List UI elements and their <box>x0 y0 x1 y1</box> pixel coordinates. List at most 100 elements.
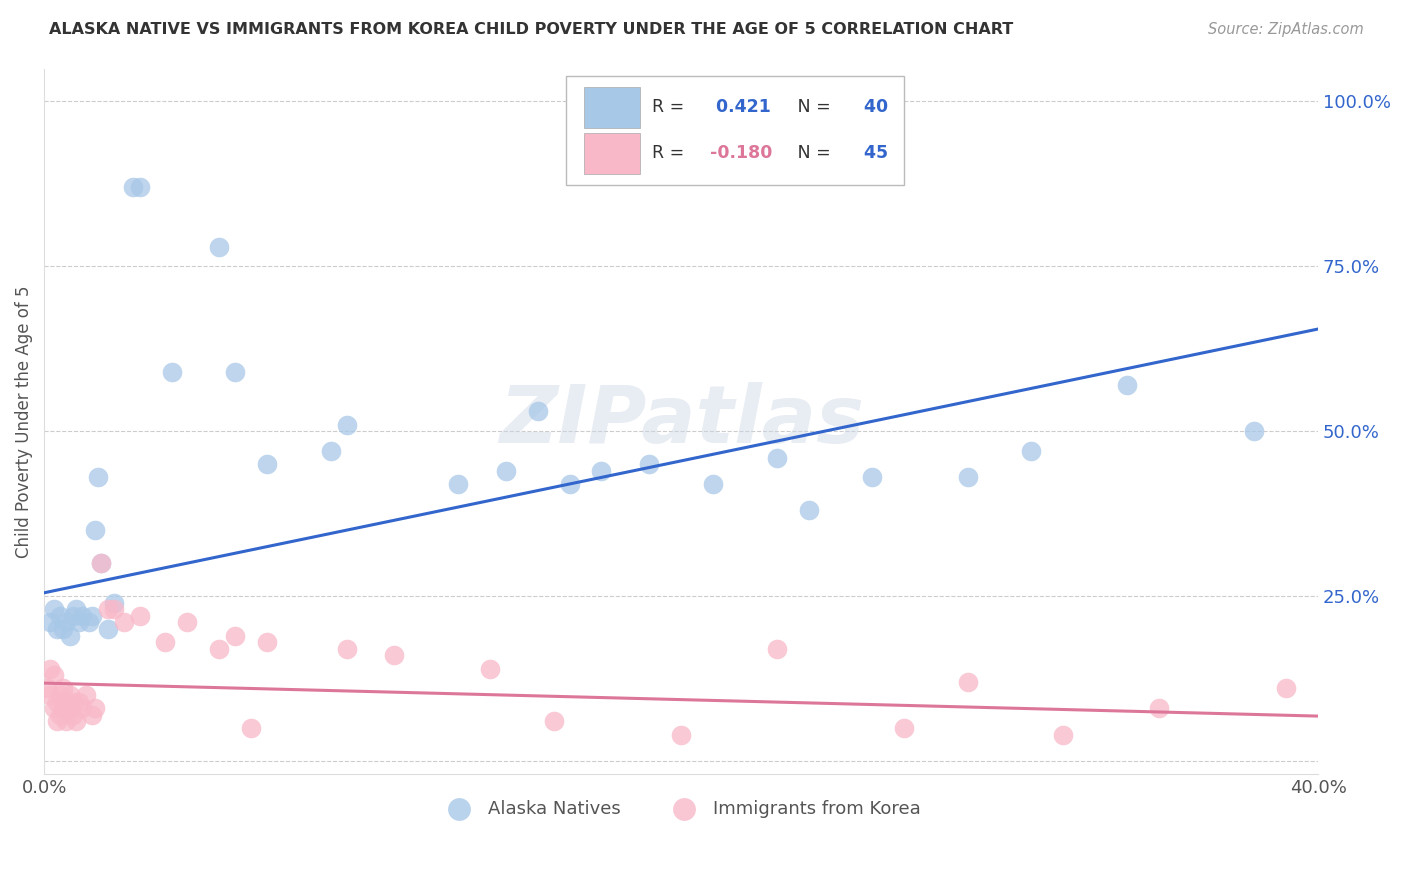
Point <box>1243 424 1265 438</box>
Point <box>208 239 231 253</box>
Point <box>42 701 65 715</box>
Point <box>67 615 90 630</box>
Point <box>45 714 67 729</box>
Point <box>765 641 787 656</box>
Point <box>128 180 150 194</box>
Point <box>39 662 62 676</box>
Point <box>58 688 80 702</box>
Point <box>52 681 75 696</box>
Point <box>256 635 278 649</box>
Point <box>97 622 120 636</box>
Text: -0.180: -0.180 <box>710 145 773 162</box>
Point <box>37 681 59 696</box>
Point <box>208 641 231 656</box>
Point <box>669 727 692 741</box>
Text: 40: 40 <box>858 98 889 116</box>
Point <box>75 688 97 702</box>
Point <box>39 688 62 702</box>
Point <box>224 365 246 379</box>
Point <box>797 503 820 517</box>
Text: 45: 45 <box>858 145 889 162</box>
Point <box>87 470 110 484</box>
Point <box>90 556 112 570</box>
Point <box>42 668 65 682</box>
Point <box>62 707 84 722</box>
Text: R =: R = <box>652 145 685 162</box>
Point <box>1021 444 1043 458</box>
Point <box>319 444 342 458</box>
Point <box>58 629 80 643</box>
Point <box>153 635 176 649</box>
Point <box>49 688 72 702</box>
Point <box>103 596 125 610</box>
Text: Source: ZipAtlas.com: Source: ZipAtlas.com <box>1208 22 1364 37</box>
Point <box>80 707 103 722</box>
Point <box>84 523 107 537</box>
Point <box>65 714 87 729</box>
Point <box>45 622 67 636</box>
Point <box>42 602 65 616</box>
Text: R =: R = <box>652 98 685 116</box>
Y-axis label: Child Poverty Under the Age of 5: Child Poverty Under the Age of 5 <box>15 285 32 558</box>
Text: ZIPatlas: ZIPatlas <box>499 383 863 460</box>
Point <box>49 608 72 623</box>
Point <box>77 615 100 630</box>
Point <box>224 629 246 643</box>
Point <box>1275 681 1298 696</box>
Point <box>1052 727 1074 741</box>
Point <box>336 417 359 432</box>
Legend: Alaska Natives, Immigrants from Korea: Alaska Natives, Immigrants from Korea <box>434 793 928 825</box>
Point <box>55 695 77 709</box>
Point <box>384 648 406 663</box>
Point <box>893 721 915 735</box>
Point <box>336 641 359 656</box>
Point <box>45 695 67 709</box>
Point <box>160 365 183 379</box>
Point <box>72 701 94 715</box>
Point <box>55 714 77 729</box>
FancyBboxPatch shape <box>567 76 904 185</box>
FancyBboxPatch shape <box>585 87 640 128</box>
Point <box>558 477 581 491</box>
Point <box>1147 701 1170 715</box>
Point <box>62 695 84 709</box>
Text: N =: N = <box>792 145 831 162</box>
Point <box>103 602 125 616</box>
Point <box>97 602 120 616</box>
Point <box>479 662 502 676</box>
Point <box>122 180 145 194</box>
Point <box>702 477 724 491</box>
Text: N =: N = <box>792 98 831 116</box>
Point <box>495 464 517 478</box>
Point <box>67 695 90 709</box>
Point <box>240 721 263 735</box>
Point <box>956 674 979 689</box>
Point <box>112 615 135 630</box>
Point <box>39 615 62 630</box>
Point <box>543 714 565 729</box>
Point <box>527 404 550 418</box>
Point <box>1116 378 1139 392</box>
Point <box>591 464 613 478</box>
Point <box>80 608 103 623</box>
FancyBboxPatch shape <box>585 133 640 174</box>
Point <box>49 707 72 722</box>
Point <box>72 608 94 623</box>
Point <box>128 608 150 623</box>
Point <box>860 470 883 484</box>
Text: ALASKA NATIVE VS IMMIGRANTS FROM KOREA CHILD POVERTY UNDER THE AGE OF 5 CORRELAT: ALASKA NATIVE VS IMMIGRANTS FROM KOREA C… <box>49 22 1014 37</box>
Point <box>84 701 107 715</box>
Point <box>52 622 75 636</box>
Point <box>58 701 80 715</box>
Point <box>90 556 112 570</box>
Text: 0.421: 0.421 <box>710 98 772 116</box>
Point <box>52 701 75 715</box>
Point <box>256 457 278 471</box>
Point <box>956 470 979 484</box>
Point <box>638 457 661 471</box>
Point <box>447 477 470 491</box>
Point <box>62 608 84 623</box>
Point <box>765 450 787 465</box>
Point <box>176 615 198 630</box>
Point <box>65 602 87 616</box>
